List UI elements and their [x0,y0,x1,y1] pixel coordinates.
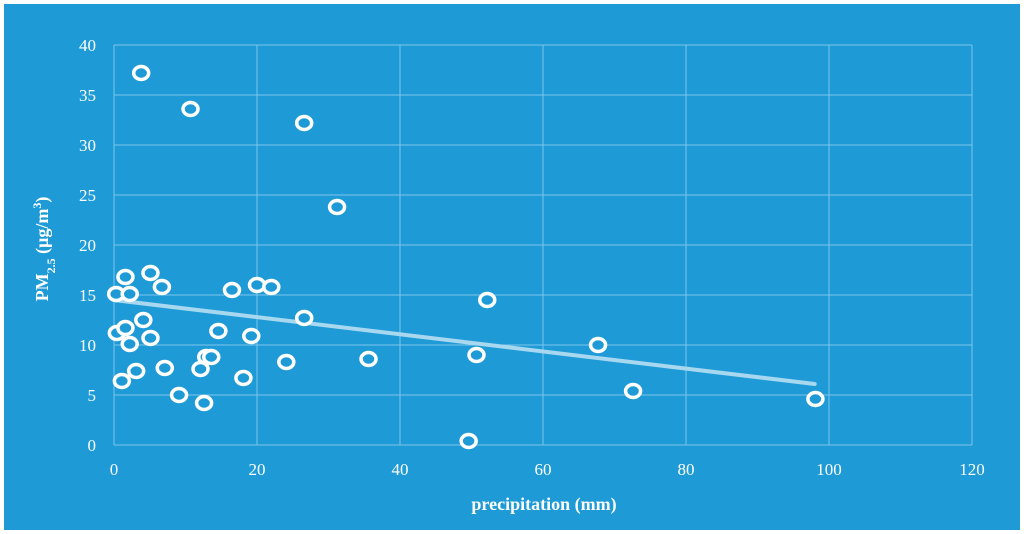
y-tick-label: 40 [79,36,96,55]
data-point [194,394,214,412]
y-tick-label: 0 [88,436,97,455]
y-axis-title-close: ) [32,197,53,203]
x-tick-label: 40 [392,460,409,479]
data-point [588,336,608,354]
data-point [294,114,314,132]
data-point [116,319,135,337]
data-point [152,278,172,296]
data-point [477,291,497,309]
x-axis-ticks: 0 20 40 60 80 100 120 [110,460,985,479]
y-tick-label: 15 [79,286,96,305]
y-tick-label: 20 [79,236,96,255]
data-point [294,309,314,327]
x-axis-title: precipitation (mm) [471,494,616,515]
data-point [131,64,151,82]
data-point [247,276,267,294]
data-point [120,285,139,303]
data-point [169,386,189,404]
data-point [242,327,261,345]
data-point [141,264,160,282]
data-point [234,369,253,387]
data-point [467,346,486,364]
y-axis-title-subscript: 2.5 [44,258,58,273]
data-point [806,390,825,408]
y-tick-label: 35 [79,86,96,105]
scatter-chart: 0 20 40 60 80 100 120 0 5 10 15 20 25 30 35 40 precipi… [30,36,985,515]
trendline-layer [112,298,817,386]
y-tick-label: 30 [79,136,96,155]
x-tick-label: 60 [535,460,552,479]
data-point [134,311,153,329]
data-point [181,100,200,118]
data-point [459,432,478,450]
x-tick-label: 0 [110,460,119,479]
data-point [201,348,221,366]
data-point [120,335,139,353]
trendline [112,298,817,386]
data-point [359,350,378,368]
y-axis-title-superscript: 3 [30,203,44,209]
y-tick-label: 25 [79,186,96,205]
data-point [327,198,347,216]
x-tick-label: 80 [678,460,695,479]
data-point [112,372,132,390]
y-axis-title: PM2.5 (μg/m3) [30,197,58,302]
data-point [126,362,146,380]
data-points [106,64,825,450]
data-point [155,359,175,377]
y-axis-title-unit: (μg/m [32,209,53,259]
y-axis-ticks: 0 5 10 15 20 25 30 35 40 [79,36,96,455]
data-point [262,278,281,296]
y-axis-title-main: PM [32,273,52,301]
data-point [209,322,228,340]
data-point [623,382,643,400]
y-tick-label: 5 [88,386,97,405]
x-tick-label: 20 [249,460,266,479]
y-tick-label: 10 [79,336,96,355]
gridlines [113,44,973,446]
chart-frame: 0 20 40 60 80 100 120 0 5 10 15 20 25 30 35 40 precipi… [4,4,1020,530]
data-point [141,329,160,347]
data-point [222,281,242,299]
x-tick-label: 120 [959,460,985,479]
data-point [116,268,135,286]
x-tick-label: 100 [816,460,842,479]
data-point [277,353,296,371]
